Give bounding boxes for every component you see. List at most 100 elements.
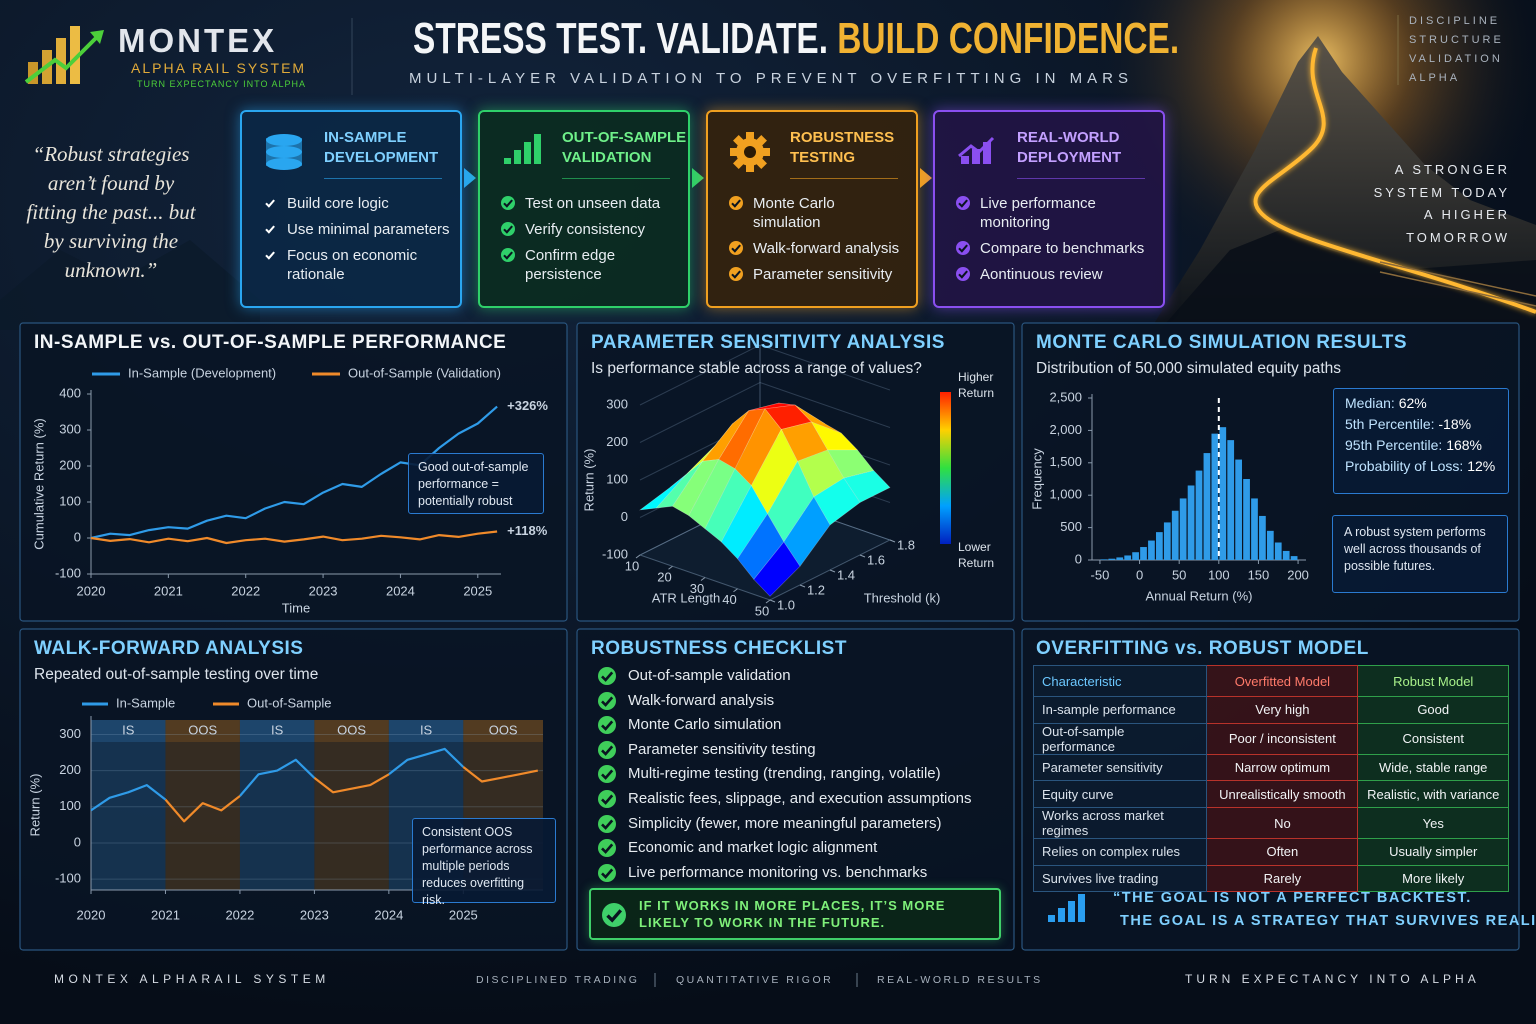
panel-title: ROBUSTNESS CHECKLIST xyxy=(591,638,847,659)
x-tick-label: 150 xyxy=(1248,567,1270,582)
table-cell: Realistic, with variance xyxy=(1357,780,1509,809)
table-cell: Unrealistically smooth xyxy=(1206,780,1359,809)
x-tick-label: 50 xyxy=(1172,567,1186,582)
table-cell: Consistent xyxy=(1357,722,1509,755)
stat-label: 5th Percentile: xyxy=(1345,416,1435,432)
y-tick-label: 0 xyxy=(74,529,81,544)
icon-bar xyxy=(524,142,531,164)
y-tick-label: 2,500 xyxy=(1049,389,1082,404)
x-tick-label: 2021 xyxy=(151,907,180,922)
x-tick-label: 40 xyxy=(722,592,736,607)
x-tick-label: 50 xyxy=(755,603,769,618)
logo-bar xyxy=(70,26,80,84)
region xyxy=(314,720,389,890)
annotation: Consistent OOS performance across multip… xyxy=(412,818,556,907)
stage-card: ROBUSTNESS TESTING Monte Carlo simulation… xyxy=(706,110,918,308)
y-tick-label: 200 xyxy=(59,762,81,777)
icon-arrow xyxy=(958,136,995,158)
tick-mark xyxy=(769,599,776,603)
table-cell: Poor / inconsistent xyxy=(1206,722,1359,755)
stat-label: Median: xyxy=(1345,395,1395,411)
histogram-bar xyxy=(1124,555,1132,560)
foothills xyxy=(1160,230,1536,330)
panel-title: IN-SAMPLE vs. OUT-OF-SAMPLE PERFORMANCE xyxy=(34,332,507,353)
legend-label: Out-of-Sample xyxy=(247,695,332,710)
region xyxy=(239,720,315,890)
check-icon xyxy=(501,222,515,236)
z-tick-label: -100 xyxy=(602,546,628,561)
x-tick-label: 100 xyxy=(1208,567,1230,582)
colorbar xyxy=(940,392,951,544)
region-header xyxy=(463,720,543,742)
table-cell: Often xyxy=(1206,838,1359,866)
check-circle xyxy=(598,740,616,759)
histogram-bar xyxy=(1116,557,1124,560)
y-axis-label: Cumulative Return (%) xyxy=(31,418,46,550)
corner-word: VALIDATION xyxy=(1409,53,1503,65)
db-body xyxy=(266,138,302,166)
checklist-text: Simplicity (fewer, more meaningful param… xyxy=(628,814,942,832)
table-cell: Wide, stable range xyxy=(1357,753,1509,782)
y-tick-label: 200 xyxy=(59,457,81,472)
checklist-item: Monte Carlo simulation xyxy=(597,714,781,735)
table-cell: Survives live trading xyxy=(1032,864,1208,893)
stage-item: Use minimal parameters xyxy=(262,220,450,239)
tick-mark xyxy=(700,577,706,581)
histogram-bar xyxy=(1148,540,1155,560)
goal-icon-bar xyxy=(1058,908,1065,922)
comparison-table: Characteristic Overfitted Model Robust Mod… xyxy=(1032,665,1509,893)
stat-value: 168% xyxy=(1446,437,1482,453)
check-mark xyxy=(958,244,968,253)
colorbar-low: Lower Return xyxy=(958,540,995,570)
tick-mark xyxy=(635,554,641,559)
icon-bar xyxy=(504,158,511,164)
tick-mark xyxy=(765,599,771,604)
histogram-bar xyxy=(1108,558,1116,560)
stage-icon xyxy=(958,136,995,164)
x-tick-label: 30 xyxy=(690,581,704,596)
footer-right: TURN EXPECTANCY INTO ALPHA xyxy=(1185,972,1480,986)
check-mark xyxy=(503,199,513,208)
tick-mark xyxy=(668,565,673,570)
stage-item-text: Verify consistency xyxy=(525,221,646,238)
x-tick-label: 200 xyxy=(1287,567,1309,582)
checklist-item: Realistic fees, slippage, and execution … xyxy=(597,788,972,809)
check-mark xyxy=(503,225,513,234)
stage-item-text: Walk-forward analysis xyxy=(753,240,900,257)
histogram-bar xyxy=(1203,453,1211,560)
stage-rule xyxy=(324,178,442,179)
check-icon xyxy=(265,251,275,260)
y-tick-label: -100 xyxy=(55,871,81,886)
check-circle xyxy=(729,267,743,281)
table-cell: Parameter sensitivity xyxy=(1032,753,1208,782)
region-header xyxy=(239,720,315,742)
stat-label: Probability of Loss: xyxy=(1345,458,1464,474)
table-cell: Yes xyxy=(1357,807,1509,840)
stage-item: Walk-forward analysis xyxy=(728,239,906,258)
stats-box: Median: 62% 5th Percentile: -18% 95th Perc… xyxy=(1333,388,1509,494)
y-tick-label: 1,000 xyxy=(1049,487,1082,502)
subtitle: MULTI-LAYER VALIDATION TO PREVENT OVERFI… xyxy=(409,70,1133,87)
stage-arrow xyxy=(920,168,932,188)
check-icon xyxy=(598,691,616,710)
panel xyxy=(576,628,1015,951)
stat-value: 12% xyxy=(1467,458,1496,474)
y-tick-label: 400 xyxy=(59,385,81,400)
histogram-bar xyxy=(1156,532,1163,560)
z-tick-label: 200 xyxy=(606,434,628,449)
histogram-bar xyxy=(1274,542,1282,560)
histogram-bar xyxy=(1259,515,1266,560)
check-mark xyxy=(265,251,275,260)
check-mark xyxy=(601,696,614,707)
icon-bar xyxy=(534,134,541,164)
histogram-bar xyxy=(1132,552,1139,560)
check-circle xyxy=(598,814,616,833)
check-circle xyxy=(501,196,515,210)
stage-item-text: Focus on economic rationale xyxy=(287,247,418,283)
check-icon xyxy=(501,248,515,262)
checklist-text: Economic and market logic alignment xyxy=(628,839,878,857)
x-tick-label: 2022 xyxy=(231,583,260,598)
corner-word: STRUCTURE xyxy=(1409,34,1504,46)
stage-title: OUT-OF-SAMPLE VALIDATION xyxy=(562,129,687,166)
